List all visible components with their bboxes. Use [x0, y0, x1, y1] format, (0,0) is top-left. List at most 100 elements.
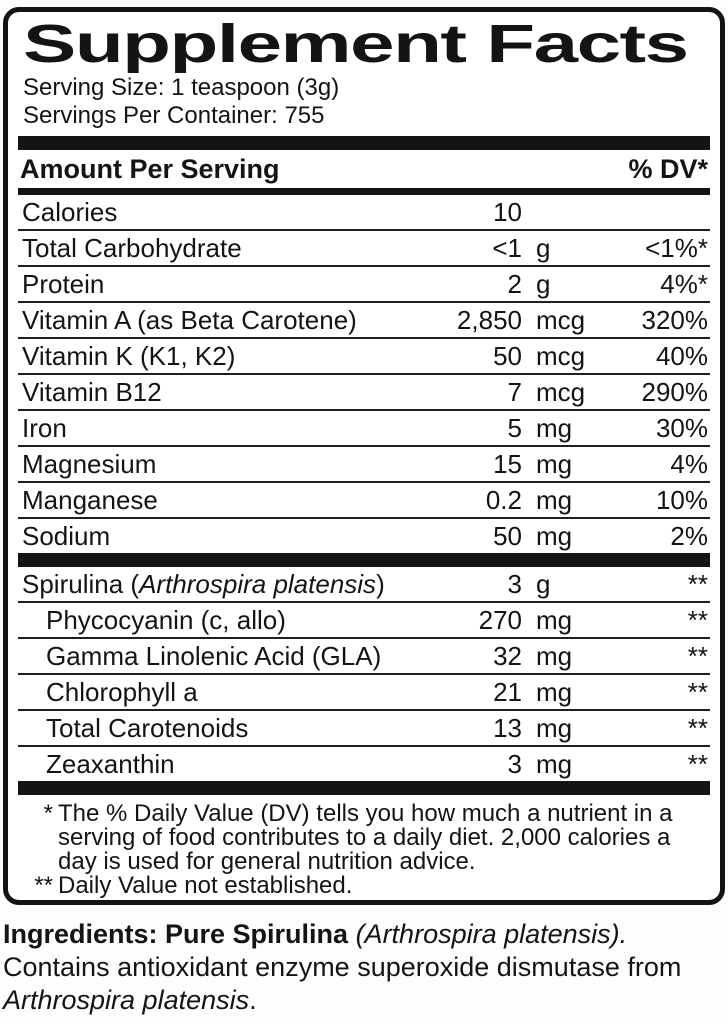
nutrient-name: Vitamin A (as Beta Carotene) [22, 305, 357, 335]
serving-size: Serving Size: 1 teaspoon (3g) [23, 74, 340, 101]
servings-per-container: Servings Per Container: 755 [23, 102, 325, 129]
supplement-facts-panel: Supplement Facts Serving Size: 1 teaspoo… [3, 7, 725, 905]
nutrient-name: Manganese [22, 485, 158, 515]
ingredients-line2: Contains antioxidant enzyme superoxide d… [3, 952, 682, 982]
nutrient-name: Magnesium [22, 449, 157, 479]
nutrient-dv: ** [687, 641, 708, 671]
divider-bar-thick [18, 553, 710, 567]
divider-bar-medium [18, 188, 710, 195]
nutrient-dv: ** [687, 749, 708, 779]
nutrient-unit: mcg [536, 377, 586, 407]
nutrient-amount: 13 [493, 713, 522, 743]
table-row: Total Carotenoids 13 mg ** [18, 709, 710, 745]
footnote-text: Daily Value not established. [58, 872, 353, 899]
ingredients-label: Ingredients: Pure Spirulina [3, 919, 349, 949]
nutrient-name: Zeaxanthin [46, 749, 175, 779]
panel-title: Supplement Facts [23, 14, 689, 74]
table-row: Phycocyanin (c, allo) 270 mg ** [18, 601, 710, 637]
footnotes: * The % Daily Value (DV) tells you how m… [18, 795, 710, 902]
footnote-marker: ** [34, 872, 53, 899]
footnote-not-established: ** Daily Value not established. [24, 874, 704, 898]
nutrient-dv: 4%* [660, 269, 708, 299]
nutrient-amount: 15 [493, 449, 522, 479]
table-row: Protein 2 g 4%* [18, 265, 710, 301]
percent-dv-header: % DV* [628, 154, 708, 184]
main-nutrient-table: Calories 10 Total Carbohydrate <1 g <1%*… [18, 195, 710, 553]
species-name-italic: Arthrospira platensis [3, 985, 250, 1015]
table-row: Vitamin B12 7 mcg 290% [18, 373, 710, 409]
nutrient-unit: mg [536, 449, 573, 479]
table-row: Vitamin K (K1, K2) 50 mcg 40% [18, 337, 710, 373]
nutrient-unit: mg [536, 605, 573, 635]
table-row: Total Carbohydrate <1 g <1%* [18, 229, 710, 265]
nutrient-name: Chlorophyll a [46, 677, 198, 707]
nutrient-name: Protein [22, 269, 105, 299]
nutrient-dv: <1%* [645, 233, 708, 263]
nutrient-unit: g [536, 233, 551, 263]
nutrient-amount: 50 [493, 521, 522, 551]
nutrient-amount: 3 [507, 749, 522, 779]
nutrient-unit: mg [536, 677, 573, 707]
nutrient-name: Total Carotenoids [46, 713, 249, 743]
nutrient-amount: 10 [493, 197, 522, 227]
nutrient-unit: mg [536, 641, 573, 671]
nutrient-amount: 50 [493, 341, 522, 371]
table-row: Iron 5 mg 30% [18, 409, 710, 445]
species-name-italic: (Arthrospira platensis). [348, 919, 628, 949]
table-row: Spirulina (Arthrospira platensis) 3 g ** [18, 567, 710, 601]
table-row: Manganese 0.2 mg 10% [18, 481, 710, 517]
nutrient-amount: 2,850 [456, 305, 522, 335]
table-row: Vitamin A (as Beta Carotene) 2,850 mcg 3… [18, 301, 710, 337]
nutrient-amount: 2 [507, 269, 522, 299]
nutrient-dv: 2% [670, 521, 708, 551]
nutrient-dv: 30% [655, 413, 708, 443]
nutrient-amount: 32 [493, 641, 522, 671]
table-row: Magnesium 15 mg 4% [18, 445, 710, 481]
nutrient-dv: 4% [670, 449, 708, 479]
nutrient-amount: 21 [493, 677, 522, 707]
nutrient-unit: mg [536, 713, 573, 743]
nutrient-name: Total Carbohydrate [22, 233, 242, 263]
nutrient-dv: 290% [641, 377, 709, 407]
nutrient-amount: 7 [507, 377, 522, 407]
footnote-dv: * The % Daily Value (DV) tells you how m… [24, 802, 704, 874]
nutrient-name: Calories [22, 197, 118, 227]
divider-bar-thick [18, 781, 710, 795]
table-row: Gamma Linolenic Acid (GLA) 32 mg ** [18, 637, 710, 673]
nutrient-unit: mcg [536, 305, 586, 335]
table-row: Zeaxanthin 3 mg ** [18, 745, 710, 781]
nutrient-name: Spirulina (Arthrospira platensis) [22, 569, 385, 599]
table-row: Chlorophyll a 21 mg ** [18, 673, 710, 709]
ingredients-paragraph: Ingredients: Pure Spirulina (Arthrospira… [3, 919, 682, 1015]
nutrient-name: Phycocyanin (c, allo) [46, 605, 286, 635]
nutrient-name: Gamma Linolenic Acid (GLA) [46, 641, 382, 671]
nutrient-dv: ** [687, 569, 708, 599]
footnote-marker: * [43, 800, 53, 827]
nutrient-unit: mg [536, 521, 573, 551]
nutrient-dv: 40% [655, 341, 708, 371]
nutrient-dv: 10% [655, 485, 708, 515]
botanical-table: Spirulina (Arthrospira platensis) 3 g **… [18, 567, 710, 781]
nutrient-dv: ** [687, 605, 708, 635]
footnote-text: The % Daily Value (DV) tells you how muc… [58, 800, 673, 875]
nutrient-unit: mg [536, 749, 573, 779]
nutrient-unit: mg [536, 485, 573, 515]
nutrient-amount: 270 [478, 605, 522, 635]
nutrient-dv: ** [687, 677, 708, 707]
nutrient-amount: 5 [507, 413, 522, 443]
nutrient-name: Sodium [22, 521, 111, 551]
table-row: Calories 10 [18, 195, 710, 229]
divider-bar-thick [18, 136, 710, 150]
nutrient-amount: 3 [507, 569, 522, 599]
nutrient-name: Vitamin B12 [22, 377, 162, 407]
nutrient-amount: <1 [492, 233, 522, 263]
amount-per-serving-header: Amount Per Serving [20, 154, 280, 184]
nutrient-name: Vitamin K (K1, K2) [22, 341, 236, 371]
nutrient-unit: mg [536, 413, 573, 443]
nutrient-name: Iron [22, 413, 67, 443]
nutrient-dv: 320% [641, 305, 709, 335]
nutrient-amount: 0.2 [485, 485, 522, 515]
nutrient-unit: g [536, 269, 551, 299]
nutrient-unit: g [536, 569, 551, 599]
